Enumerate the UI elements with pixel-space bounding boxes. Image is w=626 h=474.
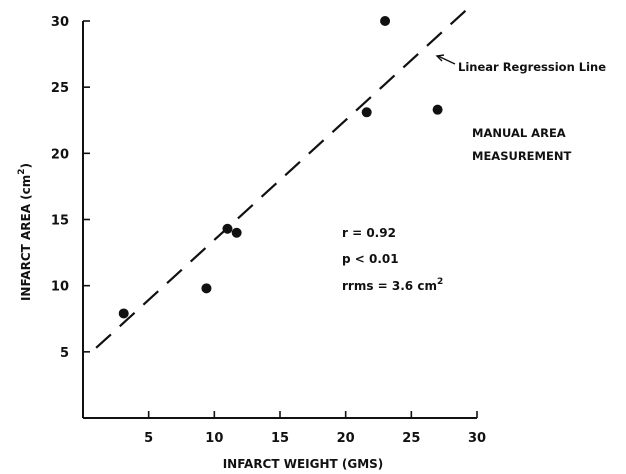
y-axis-title: INFARCT AREA (cm2): [17, 163, 33, 301]
y-axis-title-base: INFARCT AREA (cm: [19, 175, 33, 301]
data-point: [201, 283, 212, 294]
data-point: [380, 16, 391, 26]
x-tick-label: 25: [402, 431, 420, 446]
data-point: [118, 308, 129, 319]
stat-rrms-sup: 2: [437, 277, 443, 287]
x-tick-label: 30: [468, 431, 486, 446]
method-label-line2: MEASUREMENT: [472, 149, 571, 163]
data-point: [231, 227, 242, 238]
regression-line: [95, 2, 474, 349]
y-axis-ticks: 5 10 15 20 25 30: [51, 15, 90, 361]
method-label-line1: MANUAL AREA: [472, 126, 566, 140]
regression-label-arrowhead: [435, 54, 445, 62]
x-tick-label: 20: [337, 431, 355, 446]
y-tick-label: 25: [51, 81, 69, 96]
data-point: [361, 107, 372, 118]
y-tick-label: 5: [60, 346, 69, 361]
y-tick-label: 10: [51, 280, 69, 295]
regression-line-label: Linear Regression Line: [458, 60, 606, 74]
y-axis-title-sup: 2: [17, 168, 27, 174]
x-axis-ticks: 5 10 15 20 25 30: [144, 411, 486, 446]
x-tick-label: 5: [144, 431, 153, 446]
regression-label-pointer: [437, 55, 456, 65]
stat-rrms-base: rrms = 3.6 cm: [342, 279, 437, 293]
y-tick-label: 20: [51, 147, 69, 162]
data-point: [432, 104, 443, 115]
y-axis-title-end: ): [19, 163, 33, 168]
x-tick-label: 10: [205, 431, 223, 446]
stat-r: r = 0.92: [342, 226, 396, 240]
y-tick-label: 30: [51, 15, 69, 30]
y-tick-label: 15: [51, 214, 69, 229]
stat-p: p < 0.01: [342, 252, 399, 266]
stat-rrms: rrms = 3.6 cm2: [342, 277, 443, 293]
data-point: [222, 223, 233, 234]
x-axis-title: INFARCT WEIGHT (GMS): [223, 457, 384, 471]
x-tick-label: 15: [271, 431, 289, 446]
data-points: [118, 16, 443, 319]
